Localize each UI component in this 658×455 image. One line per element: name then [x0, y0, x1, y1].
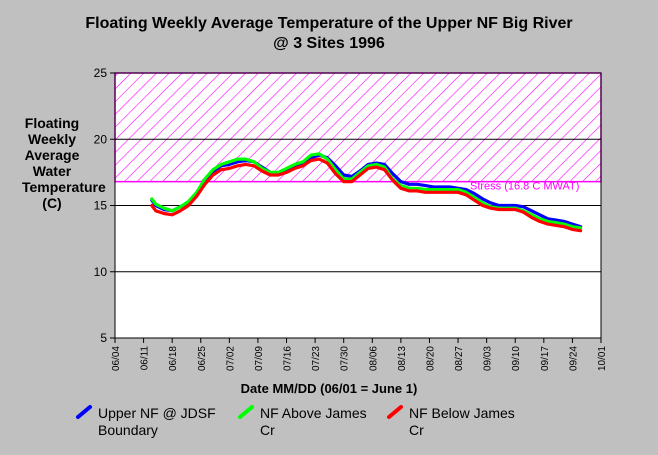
- x-tick-label: 09/17: [540, 346, 551, 371]
- legend-swatch: [387, 405, 403, 419]
- x-tick-label: 07/30: [340, 346, 351, 371]
- x-tick-label: 10/01: [597, 346, 608, 371]
- x-tick-label: 08/27: [454, 346, 465, 371]
- chart-title: Floating Weekly Average Temperature of t…: [85, 15, 573, 32]
- x-tick-label: 07/09: [254, 346, 265, 371]
- y-tick-label: 15: [94, 199, 108, 213]
- stress-band: [114, 72, 602, 183]
- x-tick-label: 06/18: [168, 346, 179, 371]
- legend-swatch: [76, 405, 92, 419]
- legend-swatch: [238, 405, 254, 419]
- x-tick-label: 06/11: [140, 346, 151, 371]
- series-line-3: [150, 157, 583, 233]
- y-axis-label-line: Temperature (C): [22, 179, 106, 211]
- x-tick-label: 06/25: [197, 346, 208, 371]
- y-axis-label-line: Floating Weekly: [24, 115, 80, 147]
- x-axis-label: Date MM/DD (06/01 = June 1): [240, 381, 418, 396]
- y-axis-label-line: Average Water: [24, 147, 80, 179]
- x-tick-label: 08/13: [397, 346, 408, 371]
- x-tick-label: 09/03: [483, 346, 494, 371]
- legend-label: Boundary: [98, 422, 158, 438]
- x-tick-label: 08/20: [425, 346, 436, 371]
- y-tick-label: 20: [94, 132, 108, 146]
- x-tick-label: 07/16: [283, 346, 294, 371]
- x-tick-label: 08/06: [368, 346, 379, 371]
- y-tick-label: 25: [94, 66, 108, 80]
- chart-subtitle: @ 3 Sites 1996: [273, 35, 385, 52]
- y-tick-label: 10: [94, 265, 108, 279]
- x-tick-label: 07/02: [225, 346, 236, 371]
- legend-label: NF Above James: [260, 405, 367, 421]
- y-axis-label: Floating Weekly Average Water Temperatur…: [22, 115, 106, 211]
- x-tick-label: 07/23: [311, 346, 322, 371]
- legend-label: Upper NF @ JDSF: [98, 405, 216, 421]
- x-tick-label: 06/04: [111, 346, 122, 371]
- legend-label: Cr: [409, 422, 424, 438]
- legend-label: NF Below James: [409, 405, 515, 421]
- y-tick-label: 5: [100, 331, 107, 345]
- legend-label: Cr: [260, 422, 275, 438]
- x-tick-label: 09/24: [568, 346, 579, 371]
- stress-label: Stress (16.8 C MWAT): [470, 181, 579, 193]
- x-tick-label: 09/10: [511, 346, 522, 371]
